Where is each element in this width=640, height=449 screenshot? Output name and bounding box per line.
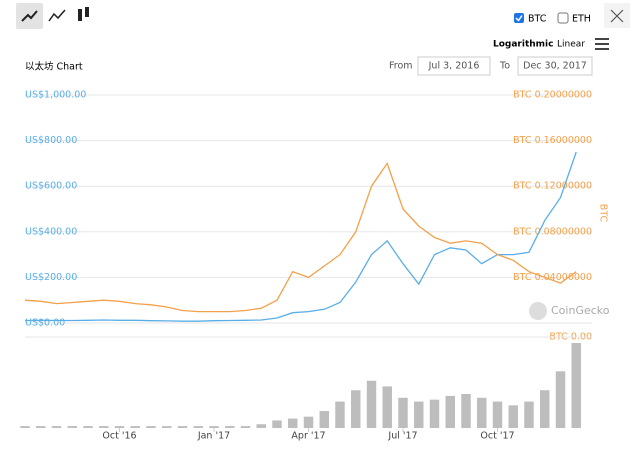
x-tick-label: Apr '17 [291,431,325,442]
volume-bar [477,397,487,428]
volume-bar [508,405,518,428]
to-date: Dec 30, 2017 [523,61,587,72]
volume-bar [461,394,471,428]
volume-bar [20,426,30,428]
volume-bar [130,426,140,428]
volume-bar [398,397,408,428]
volume-bar [555,371,566,428]
volume-bar [51,426,62,428]
currency-label: BTC [528,14,547,25]
x-tick-label: Jan '17 [197,431,230,442]
chart-title: 以太坊 Chart [25,61,83,73]
x-tick-label: Oct '17 [480,431,514,442]
y2-tick-label: BTC 0.20000000 [513,90,592,101]
y2-tick-label: BTC 0.16000000 [513,135,592,146]
watermark: CoinGecko [551,304,610,317]
scale-option[interactable]: Linear [557,40,585,50]
y-tick-label: US$600.00 [25,181,77,192]
volume-bar [492,401,503,428]
volume-bar [83,426,93,428]
volume-bar [209,426,219,428]
y-tick-label: US$0.00 [25,318,65,329]
volume-bar [445,395,455,428]
y2-tick-label: BTC 0.08000000 [513,226,592,237]
volume-bar [288,418,298,428]
to-label: To [499,61,510,72]
volume-bar [366,380,377,428]
y-tick-label: US$1,000.00 [25,90,86,101]
from-label: From [389,61,413,72]
y-tick-label: US$200.00 [25,272,77,283]
check-mark [515,15,523,22]
volume-bar [256,424,266,428]
volume-bar [225,426,235,428]
to-input[interactable] [517,56,593,76]
volume-bar [429,399,440,428]
volume-bar [36,426,46,428]
x-tick-label: Oct '16 [102,431,136,442]
y-tick-label: US$400.00 [25,226,77,237]
watermark-logo [529,302,547,320]
line-icon [21,10,38,22]
point-line-button[interactable] [48,9,66,22]
price-line [24,151,577,322]
volume-bar [414,401,424,428]
volume-bar [162,426,172,428]
volume-bar [303,416,314,428]
toolbar [16,3,630,29]
volume-bar [114,426,125,428]
volume-bar [146,426,156,428]
currency-label: ETH [572,14,591,25]
volume-bar [67,426,77,428]
volume-bar [382,386,392,428]
price-line [24,161,577,313]
volume-bar [193,426,203,428]
grid [25,94,592,324]
y-tick-label: US$800.00 [25,135,77,146]
volume-bar [99,426,109,428]
volume-bar [571,343,581,428]
menu-button[interactable] [595,38,609,50]
candle-button[interactable] [78,9,82,21]
fullscreen-icon [610,9,624,23]
y2-axis-title: BTC [598,204,609,223]
y2-tick-label: BTC 0.04000000 [513,272,592,283]
y2-tick-label: BTC 0.12000000 [513,181,592,192]
from-input[interactable] [417,56,491,76]
from-date: Jul 3, 2016 [428,61,480,72]
volume-bar [272,420,282,428]
volume-bar [351,390,361,428]
volume-bar [524,401,534,428]
volume-bar [319,411,329,428]
volume-bar [335,401,345,428]
volume-bar [240,426,251,428]
btc-checkbox[interactable] [514,13,524,23]
volume-bar [540,390,550,428]
scale-option[interactable]: Logarithmic [493,40,553,50]
volume-bar [177,426,188,428]
x-tick-label: Jul '17 [387,431,417,442]
eth-checkbox[interactable] [557,12,569,24]
candle-icon [85,7,89,17]
